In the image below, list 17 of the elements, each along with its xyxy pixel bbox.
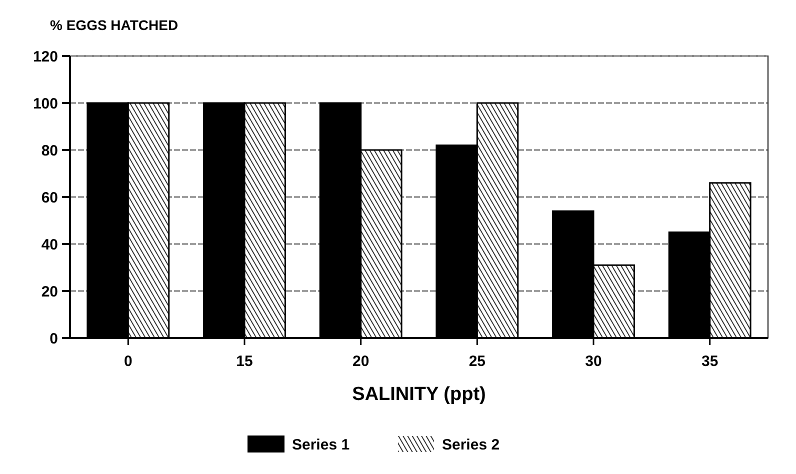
y-axis-title: % EGGS HATCHED [50,17,178,33]
x-tick-label: 25 [468,353,486,370]
y-tick-label: 120 [32,48,58,66]
legend-label: Series 1 [292,436,350,454]
x-tick-label: 20 [352,353,370,370]
legend-label: Series 2 [442,436,500,454]
x-tick-label: 30 [585,353,602,370]
y-tick-label: 100 [32,95,58,112]
y-tick-label: 40 [41,236,58,254]
y-tick-label: 80 [41,142,58,160]
y-tick-label: 20 [41,283,58,300]
y-tick-label: 60 [41,189,58,206]
x-axis-title: SALINITY (ppt) [352,384,486,405]
y-tick-label: 0 [50,330,58,348]
x-tick-label: 35 [701,353,718,370]
x-tick-label: 0 [124,353,132,370]
x-tick-label: 15 [236,353,253,370]
